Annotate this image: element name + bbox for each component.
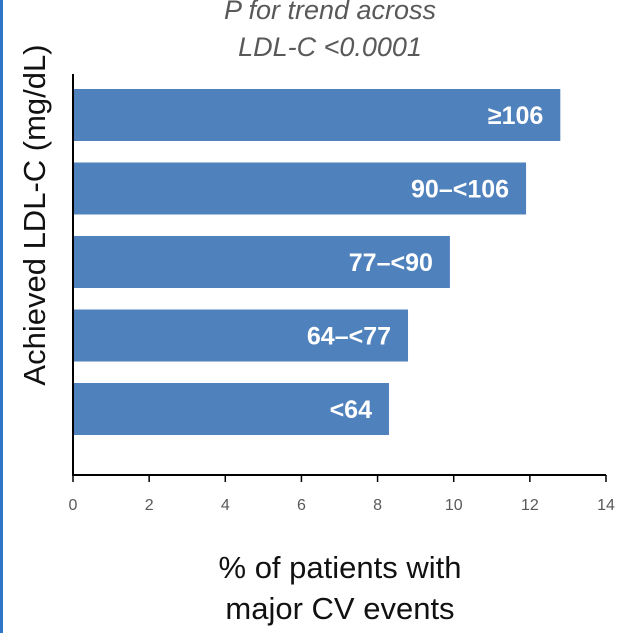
x-tick-label-4: 8 <box>373 497 382 514</box>
bar-0 <box>74 89 561 141</box>
bar-label-2: 77–<90 <box>349 249 433 277</box>
x-tick-label-5: 10 <box>445 497 463 514</box>
axes-layer: 0 2 4 6 8 10 12 14 <box>69 74 615 514</box>
bar-1 <box>74 162 527 215</box>
x-tick-label-2: 4 <box>221 497 230 514</box>
bar-4 <box>74 383 389 435</box>
bar-label-1: 90–<106 <box>411 176 509 204</box>
x-tick-label-3: 6 <box>297 497 306 514</box>
bar-label-3: 64–<77 <box>307 323 391 351</box>
x-tick-label-7: 14 <box>597 497 615 514</box>
bar-label-0: ≥106 <box>488 102 543 130</box>
bar-2 <box>74 236 450 288</box>
trend-annotation-line-2: LDL-C <0.0001 <box>238 32 422 62</box>
left-edge-accent <box>0 0 3 633</box>
x-tick-label-0: 0 <box>69 497 78 514</box>
x-axis-label-line-1: % of patients with <box>218 550 462 585</box>
x-tick-label-1: 2 <box>145 497 154 514</box>
x-tick-label-6: 12 <box>521 497 539 514</box>
bar-label-4: <64 <box>330 396 373 424</box>
bars-layer: ≥106 90–<106 77–<90 64–<77 <64 <box>74 89 561 435</box>
bar-3 <box>74 309 409 362</box>
trend-annotation-line-1: P for trend across <box>223 0 437 25</box>
x-axis-label-line-2: major CV events <box>225 591 455 626</box>
